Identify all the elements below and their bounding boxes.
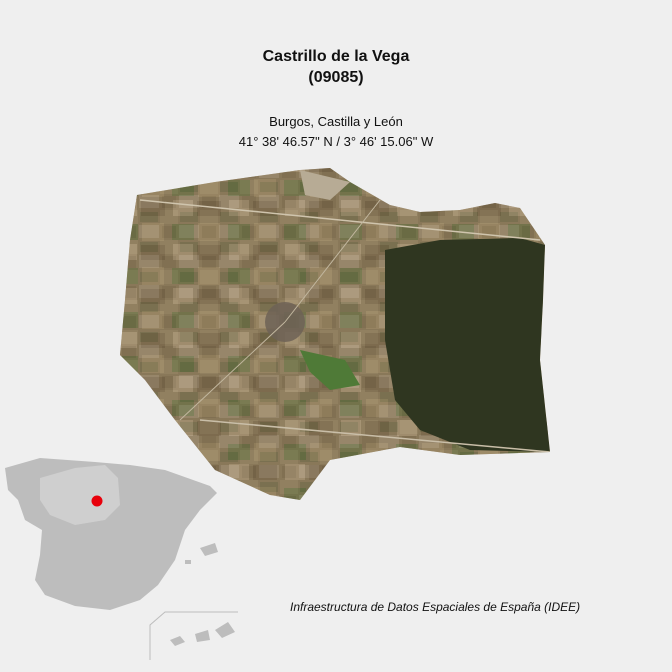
region-label: Burgos, Castilla y León <box>269 114 403 129</box>
forest-area <box>385 238 550 452</box>
castilla-leon-region <box>40 465 120 525</box>
location-marker <box>91 495 103 507</box>
municipality-code: (09085) <box>308 69 364 86</box>
coordinates-label: 41° 38' 46.57" N / 3° 46' 15.06" W <box>238 134 434 149</box>
title-block: Castrillo de la Vega (09085) <box>0 46 672 88</box>
data-source-credit: Infraestructura de Datos Espaciales de E… <box>290 600 581 614</box>
municipality-name: Castrillo de la Vega <box>262 48 410 65</box>
municipality-imagery <box>120 168 550 500</box>
canary-islands-frame <box>149 611 238 660</box>
balearic-islands <box>200 543 218 556</box>
canary-islands <box>170 622 235 646</box>
location-block: Burgos, Castilla y León 41° 38' 46.57" N… <box>0 112 672 152</box>
spain-locator-map <box>5 458 238 660</box>
